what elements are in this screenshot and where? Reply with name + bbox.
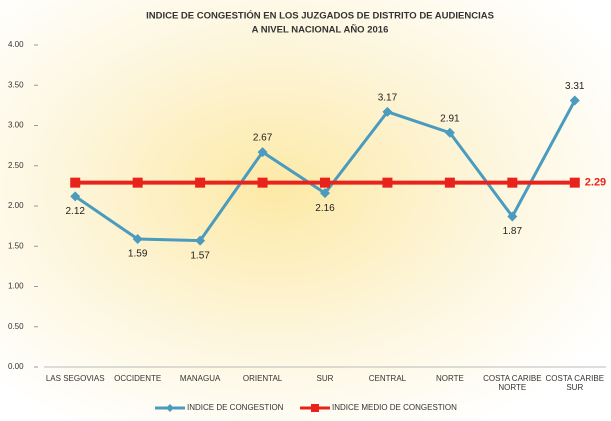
y-tick-label: 3.50 (8, 80, 24, 89)
x-tick-label-line: COSTA CARIBE (483, 374, 542, 383)
y-tick-label: 3.00 (8, 121, 24, 130)
legend-label: INDICE DE CONGESTION (187, 403, 284, 412)
x-tick-label: OCCIDENTE (114, 374, 161, 383)
marker (507, 177, 518, 188)
y-tick-label: 0.00 (8, 362, 24, 371)
x-tick-label-line: NORTE (498, 383, 526, 392)
chart-title: INDICE DE CONGESTIÓN EN LOS JUZGADOS DE … (146, 10, 494, 22)
data-label: 1.59 (128, 249, 148, 260)
x-tick-label: NORTE (436, 374, 464, 383)
data-label: 1.57 (190, 250, 210, 261)
marker (569, 177, 580, 188)
data-label: 3.17 (378, 92, 398, 103)
legend-marker (166, 404, 174, 412)
marker (444, 127, 455, 138)
marker (569, 95, 580, 106)
marker (320, 177, 330, 188)
data-label: 2.67 (253, 133, 273, 144)
marker (507, 211, 518, 222)
marker (195, 235, 206, 246)
x-tick-label: COSTA CARIBE NORTE (483, 374, 542, 392)
marker (70, 177, 81, 188)
y-tick-label: 1.00 (8, 282, 24, 291)
marker (320, 188, 330, 199)
marker (382, 106, 393, 117)
data-label: 2.91 (440, 113, 460, 124)
marker (132, 177, 143, 188)
marker (382, 177, 393, 188)
y-tick-label: 4.00 (8, 40, 24, 49)
x-tick-label: CENTRAL (369, 374, 407, 383)
y-tick-label: 2.00 (8, 201, 24, 210)
x-tick-label: SUR (317, 374, 334, 383)
marker (195, 177, 206, 188)
marker (444, 177, 455, 188)
x-tick-label: ORIENTAL (243, 374, 283, 383)
marker (132, 234, 143, 245)
legend-marker (311, 404, 319, 412)
data-label: 2.12 (65, 206, 85, 217)
marker (70, 191, 81, 202)
data-label: 1.87 (503, 226, 523, 237)
data-label: 2.16 (315, 203, 335, 214)
marker (257, 147, 268, 158)
y-tick-label: 2.50 (8, 161, 24, 170)
x-tick-label-line: SUR (566, 383, 583, 392)
data-label: 2.29 (585, 177, 606, 189)
y-tick-label: 1.50 (8, 241, 24, 250)
x-tick-label: MANAGUA (180, 374, 221, 383)
x-tick-label: LAS SEGOVIAS (46, 374, 105, 383)
x-tick-label-line: COSTA CARIBE (546, 374, 605, 383)
y-tick-label: 0.50 (8, 322, 24, 331)
legend-label: INDICE MEDIO DE CONGESTION (332, 403, 457, 412)
x-tick-label: COSTA CARIBE SUR (546, 374, 605, 392)
chart-title: A NIVEL NACIONAL AÑO 2016 (252, 25, 389, 36)
marker (257, 177, 268, 188)
data-label: 3.31 (565, 81, 585, 92)
